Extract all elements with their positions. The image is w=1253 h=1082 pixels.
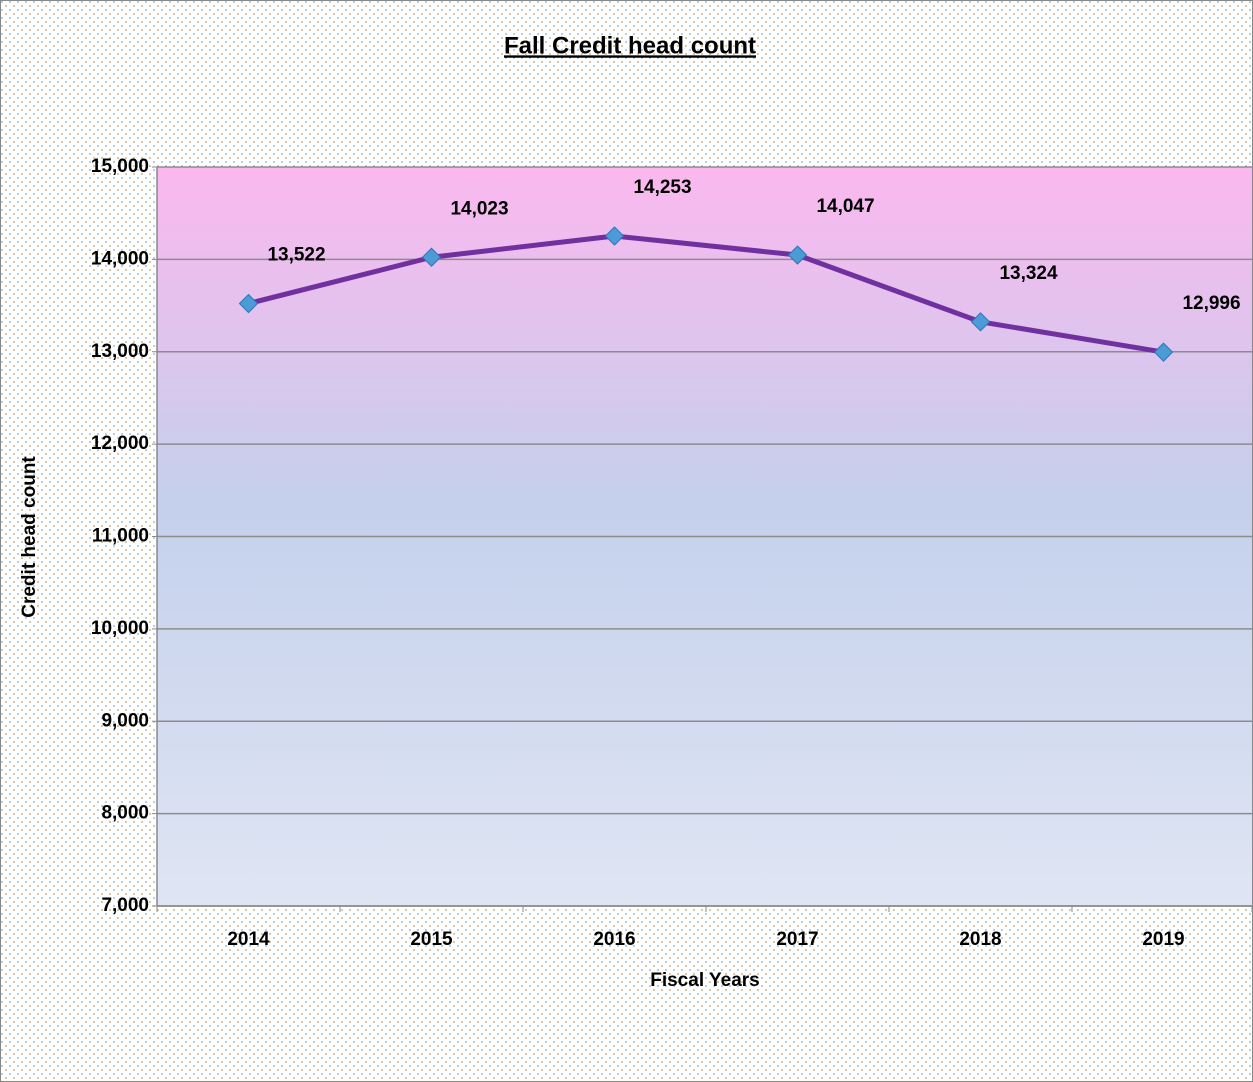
x-tick-label: 2015 <box>410 929 453 950</box>
x-tick-label: 2019 <box>1142 929 1184 950</box>
data-point <box>421 247 442 267</box>
data-point <box>1153 342 1174 362</box>
x-tick-label: 2018 <box>959 929 1001 950</box>
data-label: 14,023 <box>450 198 508 219</box>
y-tick-label: 15,000 <box>91 156 149 177</box>
data-point <box>604 226 625 246</box>
y-tick-label: 12,000 <box>91 433 149 454</box>
y-tick-label: 14,000 <box>91 248 149 269</box>
x-tick-label: 2016 <box>593 929 635 950</box>
y-tick-label: 8,000 <box>101 803 149 824</box>
data-point <box>787 245 808 265</box>
y-tick-label: 9,000 <box>101 710 149 731</box>
data-label: 13,324 <box>999 263 1058 284</box>
y-tick-label: 13,000 <box>91 341 149 362</box>
series-line <box>247 233 1164 355</box>
y-tick-label: 11,000 <box>92 526 149 547</box>
y-tick-label: 7,000 <box>101 895 149 916</box>
data-label: 14,047 <box>816 196 874 217</box>
chart-title: Fall Credit head count <box>504 32 756 59</box>
x-tick-label: 2017 <box>776 929 818 950</box>
x-tick-label: 2014 <box>227 929 270 950</box>
data-label: 14,253 <box>633 177 691 198</box>
data-point <box>238 293 259 314</box>
x-axis-label: Fiscal Years <box>650 970 760 991</box>
data-label: 12,996 <box>1182 293 1240 314</box>
data-label: 13,522 <box>267 245 325 266</box>
y-axis-label: Credit head count <box>19 456 40 618</box>
y-tick-label: 10,000 <box>91 618 149 639</box>
data-point <box>970 312 991 332</box>
